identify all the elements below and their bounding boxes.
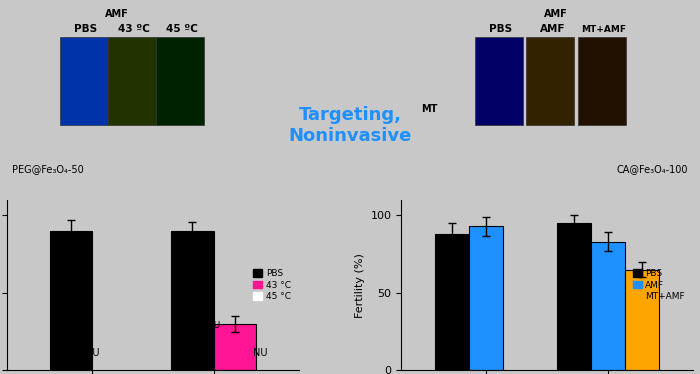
Bar (469, 226, 503, 370)
Text: NU: NU (85, 348, 99, 358)
Text: AMF: AMF (105, 9, 129, 19)
FancyBboxPatch shape (60, 37, 108, 126)
Text: MT+AMF: MT+AMF (581, 25, 626, 34)
Legend: PBS, AMF, MT+AMF: PBS, AMF, MT+AMF (629, 265, 689, 305)
FancyBboxPatch shape (156, 37, 204, 126)
FancyBboxPatch shape (526, 37, 574, 126)
Bar (172, 231, 214, 370)
Text: PEG@Fe₃O₄-50: PEG@Fe₃O₄-50 (13, 164, 84, 174)
Text: MT: MT (421, 104, 437, 114)
Text: AMF: AMF (540, 24, 565, 34)
FancyBboxPatch shape (108, 37, 156, 126)
FancyBboxPatch shape (475, 37, 523, 126)
Text: 45 ºC: 45 ºC (166, 24, 198, 34)
Bar (214, 324, 256, 370)
Bar (625, 270, 659, 370)
Text: PBS: PBS (489, 24, 512, 34)
Legend: PBS, 43 °C, 45 °C: PBS, 43 °C, 45 °C (249, 265, 295, 305)
Text: NU: NU (207, 321, 220, 329)
Y-axis label: Fertility (%): Fertility (%) (355, 253, 365, 318)
Bar (556, 223, 591, 370)
Bar (435, 234, 469, 370)
Text: PBS: PBS (74, 24, 97, 34)
Text: NU: NU (253, 348, 268, 358)
Bar (50, 231, 92, 370)
Bar (591, 242, 625, 370)
Text: 43 ºC: 43 ºC (118, 24, 150, 34)
Text: CA@Fe₃O₄-100: CA@Fe₃O₄-100 (616, 164, 687, 174)
Text: AMF: AMF (544, 9, 568, 19)
Text: Targeting,
Noninvasive: Targeting, Noninvasive (288, 106, 412, 145)
FancyBboxPatch shape (578, 37, 626, 126)
